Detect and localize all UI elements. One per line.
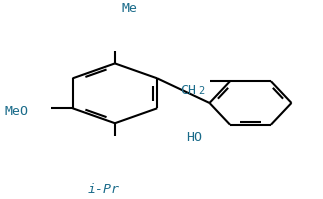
Text: 2: 2 xyxy=(198,86,205,96)
Text: i-Pr: i-Pr xyxy=(88,183,120,196)
Text: CH: CH xyxy=(181,84,196,97)
Text: HO: HO xyxy=(187,131,203,144)
Text: Me: Me xyxy=(121,2,137,15)
Text: MeO: MeO xyxy=(4,105,28,118)
